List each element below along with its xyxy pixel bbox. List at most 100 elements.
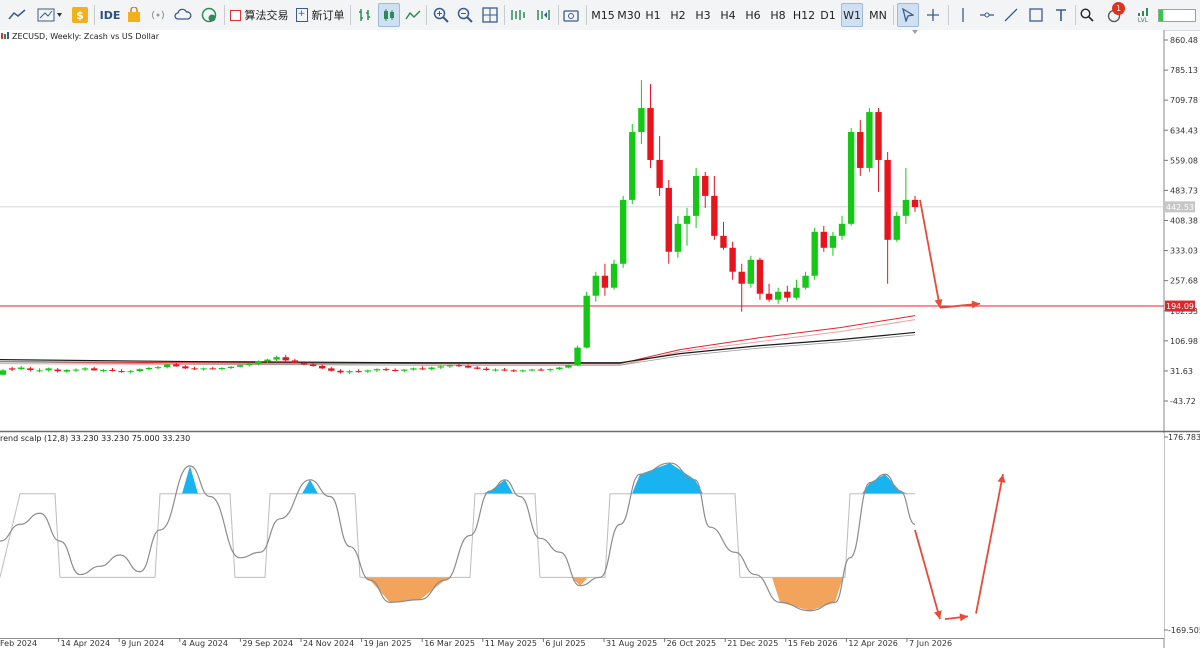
algo-trading-label: 算法交易 — [244, 9, 289, 22]
candle-body — [246, 363, 253, 366]
timeframe-m15[interactable]: M15 — [591, 8, 615, 22]
candles — [0, 80, 919, 376]
zoom-out-icon[interactable] — [454, 3, 476, 27]
timeframe-h4[interactable]: H4 — [720, 8, 736, 22]
signal-level-icon[interactable]: LVL — [1132, 3, 1154, 27]
candle-body — [665, 187, 672, 252]
overbought-fill — [182, 465, 198, 494]
candle-body — [619, 199, 627, 264]
date-tick-label: 6 Jul 2025 — [545, 639, 585, 648]
candle-body — [492, 369, 499, 371]
dollar-icon[interactable]: $ — [70, 3, 90, 27]
price-pane — [0, 30, 1164, 431]
zoom-in-icon[interactable] — [430, 3, 452, 27]
timeframe-w1[interactable]: W1 — [841, 3, 863, 27]
candle-body — [738, 271, 745, 284]
annotation-arrows[interactable] — [914, 199, 1006, 622]
moving-average-gray — [0, 334, 916, 366]
candle-body — [391, 369, 399, 371]
indicator-title: rend scalp (12,8) 33.230 33.230 75.000 3… — [0, 434, 190, 443]
date-tick-label: 19 Jan 2025 — [364, 639, 412, 648]
candle-body — [63, 369, 71, 372]
candle-body — [373, 369, 381, 371]
crosshair-icon[interactable] — [922, 3, 944, 27]
timeframe-h6[interactable]: H6 — [745, 8, 761, 22]
candle-body — [127, 371, 134, 373]
screenshot-icon[interactable] — [560, 3, 582, 27]
candle-body — [884, 159, 891, 240]
candle-body — [218, 367, 226, 369]
ide-button[interactable]: IDE — [99, 8, 121, 22]
candle-body — [182, 366, 189, 369]
price-tick-label: -43.72 — [1170, 397, 1196, 406]
candle-body — [118, 371, 125, 373]
oversold-fill — [362, 577, 453, 603]
candle-body — [27, 368, 34, 370]
date-tick-label: 9 Jun 2024 — [121, 639, 164, 648]
annotation-arrow-line[interactable] — [919, 199, 941, 308]
current-price-label: 442.53 — [1166, 203, 1194, 212]
candlestick-icon[interactable] — [378, 3, 400, 27]
timeframe-mn[interactable]: MN — [869, 8, 887, 22]
timeframe-h2[interactable]: H2 — [670, 8, 686, 22]
indicators-icon[interactable] — [34, 3, 66, 27]
shift-marker-icon[interactable] — [912, 30, 918, 34]
candle-body — [747, 259, 755, 284]
candle-body — [200, 368, 207, 370]
cursor-icon[interactable] — [897, 3, 919, 27]
timeframe-h12[interactable]: H12 — [792, 8, 816, 22]
oversold-fill — [572, 577, 588, 586]
horizontal-line-icon[interactable] — [976, 3, 998, 27]
chart-shift-icon[interactable] — [532, 3, 556, 27]
trend-scalp-indicator — [0, 462, 916, 612]
candle-body — [355, 371, 362, 373]
algo-trading-button[interactable]: 算法交易 — [228, 3, 290, 27]
symbol-icon — [1, 32, 9, 39]
price-tick-label: 31.63 — [1170, 367, 1193, 376]
cloud-icon[interactable] — [172, 3, 194, 27]
price-tick-label: 860.48 — [1170, 36, 1198, 45]
candle-body — [255, 361, 262, 364]
trendline-icon[interactable] — [1000, 3, 1022, 27]
line-chart-icon[interactable] — [4, 3, 30, 27]
candle-body — [820, 231, 827, 248]
timeframe-d1[interactable]: D1 — [820, 8, 836, 22]
price-tick-label: 785.13 — [1170, 66, 1198, 75]
shapes-icon[interactable] — [1025, 3, 1047, 27]
new-order-button[interactable]: + 新订单 — [294, 3, 346, 27]
market-bag-icon[interactable] — [124, 3, 144, 27]
candle-body — [765, 293, 773, 300]
annotation-arrow-line[interactable] — [975, 474, 1004, 614]
candle-body — [410, 368, 417, 370]
date-tick-label: 14 Apr 2024 — [61, 639, 110, 648]
candle-body — [72, 369, 80, 371]
annotation-arrow-line[interactable] — [914, 529, 941, 620]
date-tick-label: 26 Oct 2025 — [667, 639, 716, 648]
notifications-button[interactable]: 1 — [1102, 2, 1128, 27]
line-mode-icon[interactable] — [402, 3, 424, 27]
chart-area[interactable]: 860.48 785.13 709.78 634.43 559.08 483.73 408.… — [0, 30, 1200, 648]
vertical-line-icon[interactable] — [952, 3, 974, 27]
timeframe-h3[interactable]: H3 — [695, 8, 711, 22]
timeframe-h8[interactable]: H8 — [770, 8, 786, 22]
candle-body — [547, 369, 554, 371]
timeframe-h1[interactable]: H1 — [645, 8, 661, 22]
candle-body — [163, 364, 171, 368]
candle-body — [8, 368, 16, 370]
text-tool-icon[interactable] — [1050, 3, 1072, 27]
candle-body — [273, 357, 280, 360]
candle-body — [100, 369, 107, 371]
timeframe-m30[interactable]: M30 — [617, 8, 641, 22]
candle-body — [638, 108, 645, 133]
candle-body — [236, 365, 244, 367]
search-icon[interactable] — [1077, 3, 1097, 27]
signal-icon[interactable] — [148, 3, 168, 27]
price-label-support: 194.09 — [1165, 300, 1195, 312]
grid-icon[interactable] — [478, 3, 502, 27]
auto-scroll-icon[interactable] — [506, 3, 530, 27]
candle-body — [300, 362, 308, 365]
moving-averages — [0, 315, 916, 366]
moving-average-black — [0, 331, 916, 364]
vps-icon[interactable] — [198, 3, 220, 27]
bar-chart-icon[interactable] — [354, 3, 376, 27]
